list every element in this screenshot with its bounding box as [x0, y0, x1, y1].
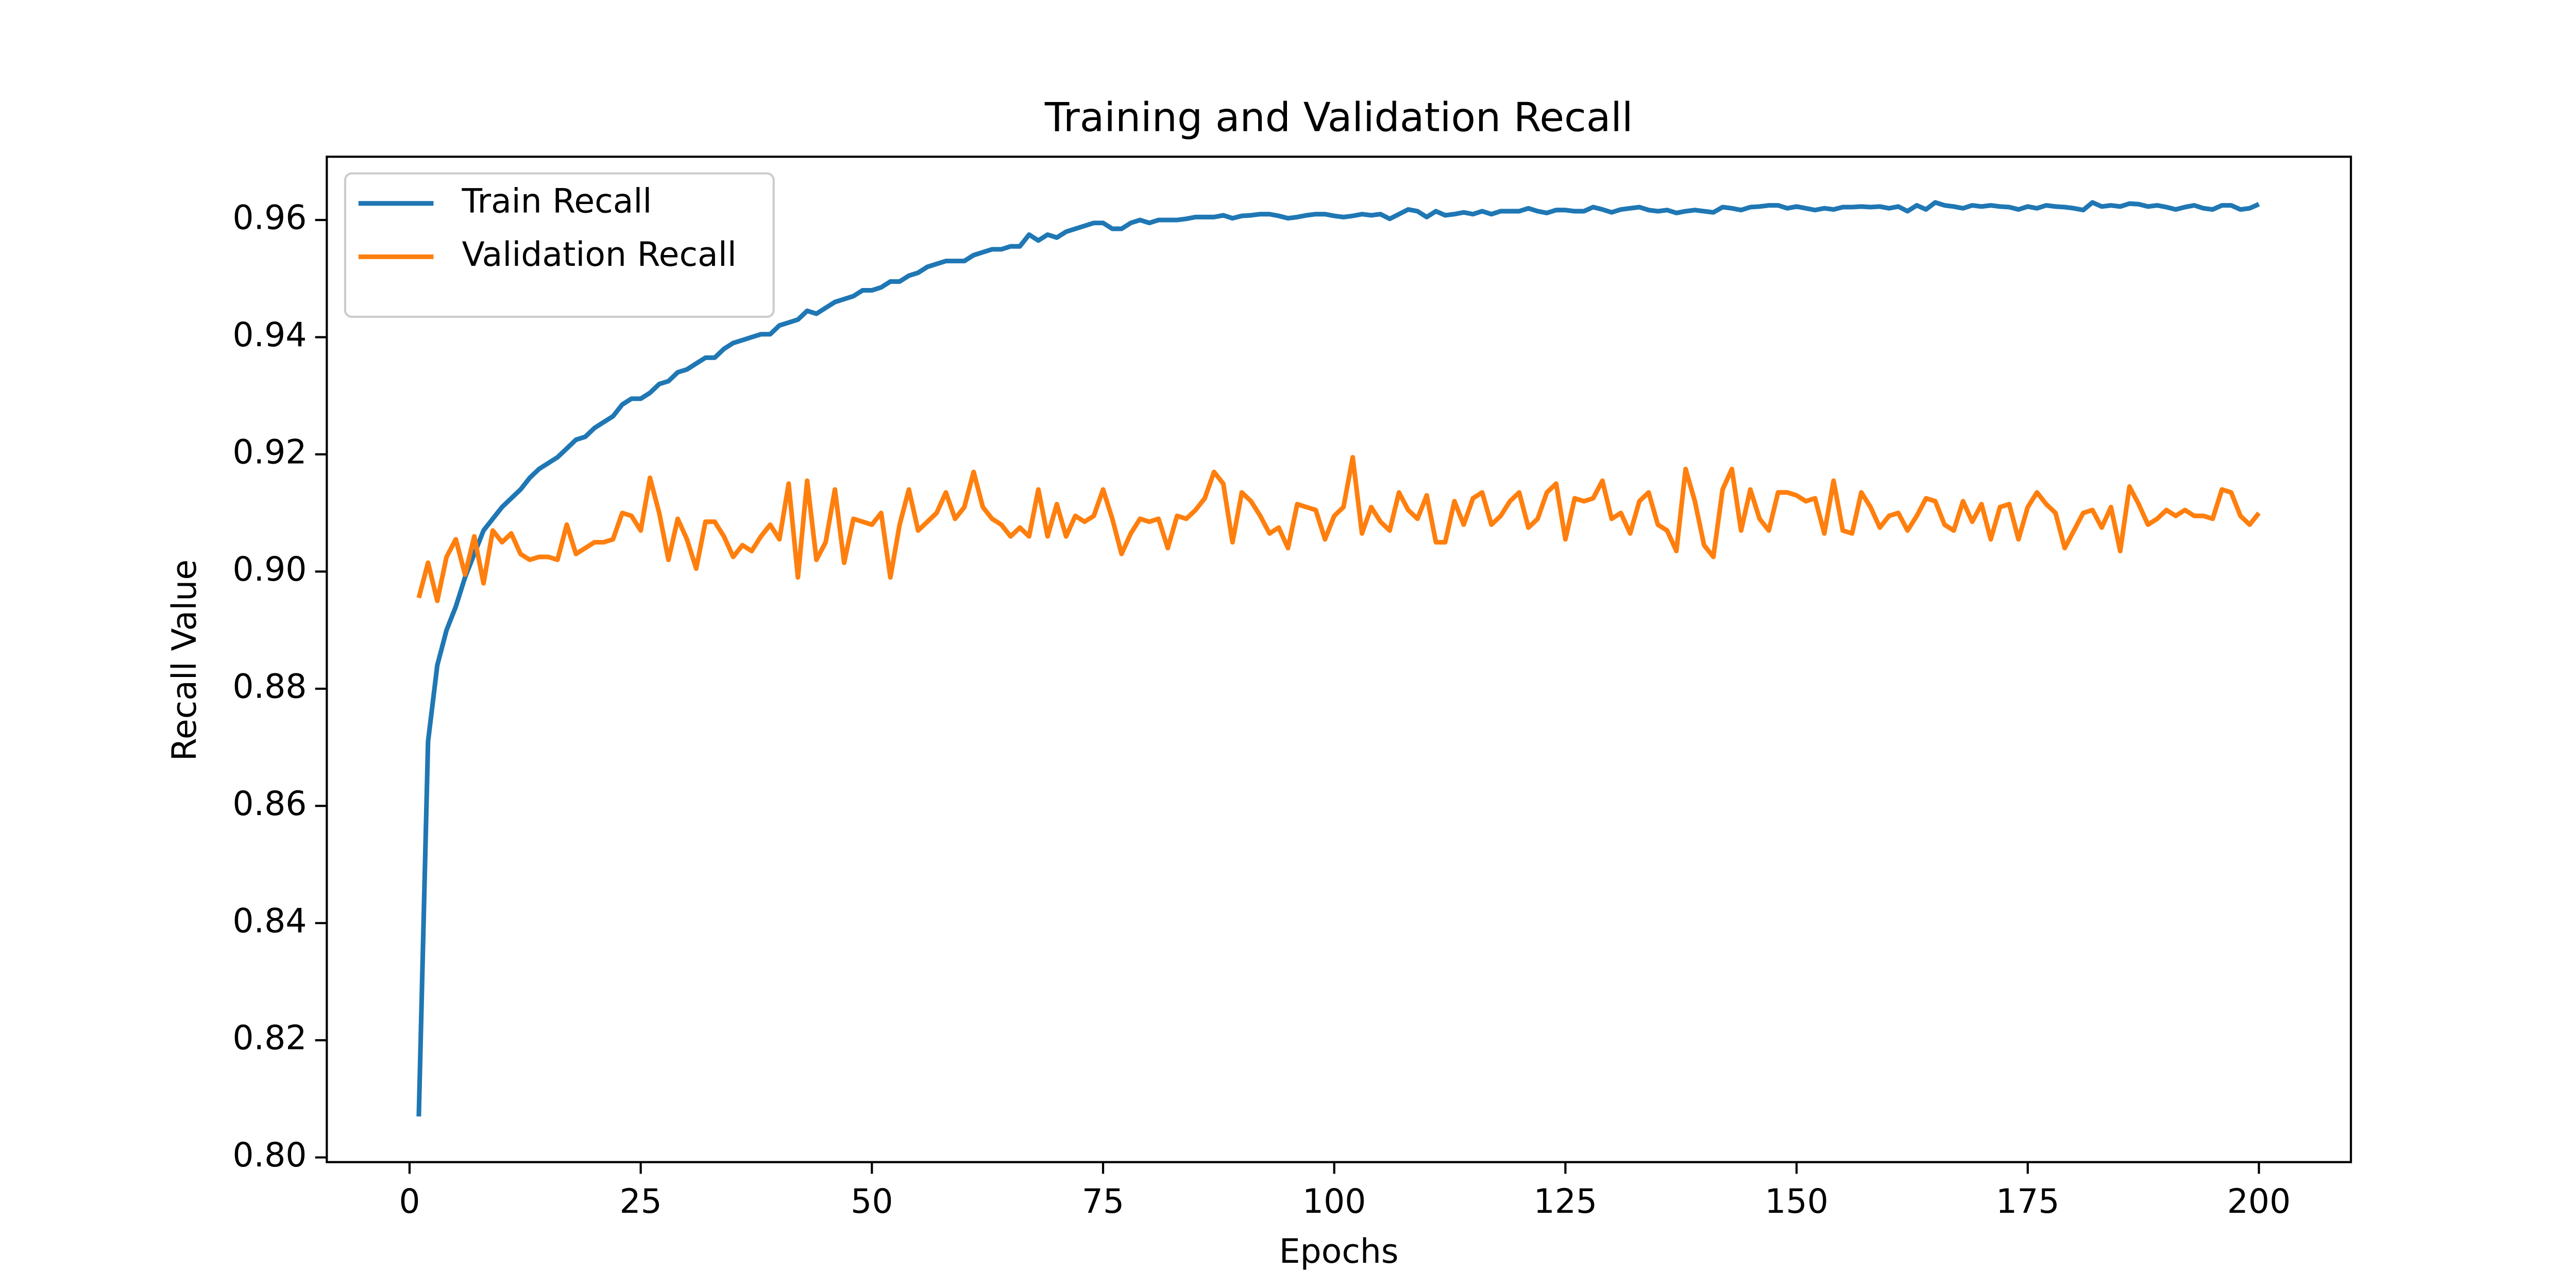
x-tick-label: 150: [1765, 1182, 1828, 1221]
x-tick-label: 125: [1534, 1182, 1598, 1221]
y-tick-label: 0.92: [232, 433, 307, 471]
y-tick-label: 0.86: [232, 785, 307, 823]
chart-title: Training and Validation Recall: [1044, 94, 1633, 141]
x-tick-label: 175: [1996, 1182, 2060, 1221]
y-tick-label: 0.90: [232, 550, 307, 589]
plot-frame: [326, 156, 2352, 1163]
legend-label: Validation Recall: [462, 235, 736, 274]
y-tick-label: 0.82: [232, 1019, 307, 1058]
y-tick-label: 0.94: [232, 316, 307, 354]
y-tick-label: 0.88: [232, 667, 307, 706]
y-tick-label: 0.96: [232, 199, 307, 238]
series-line: [416, 200, 2260, 1117]
x-tick-label: 50: [851, 1182, 893, 1221]
x-tick-label: 200: [2227, 1182, 2291, 1221]
legend-label: Train Recall: [461, 182, 652, 221]
y-tick-label: 0.84: [232, 902, 307, 940]
x-tick-label: 75: [1082, 1182, 1124, 1221]
series-line: [416, 455, 2261, 603]
y-tick-label: 0.80: [232, 1136, 307, 1175]
x-tick-label: 25: [619, 1182, 662, 1221]
y-axis-label: Recall Value: [165, 560, 204, 761]
x-tick-label: 0: [399, 1182, 420, 1221]
x-tick-label: 100: [1302, 1182, 1366, 1221]
legend-box: [344, 172, 775, 318]
x-axis-label: Epochs: [1279, 1232, 1399, 1271]
